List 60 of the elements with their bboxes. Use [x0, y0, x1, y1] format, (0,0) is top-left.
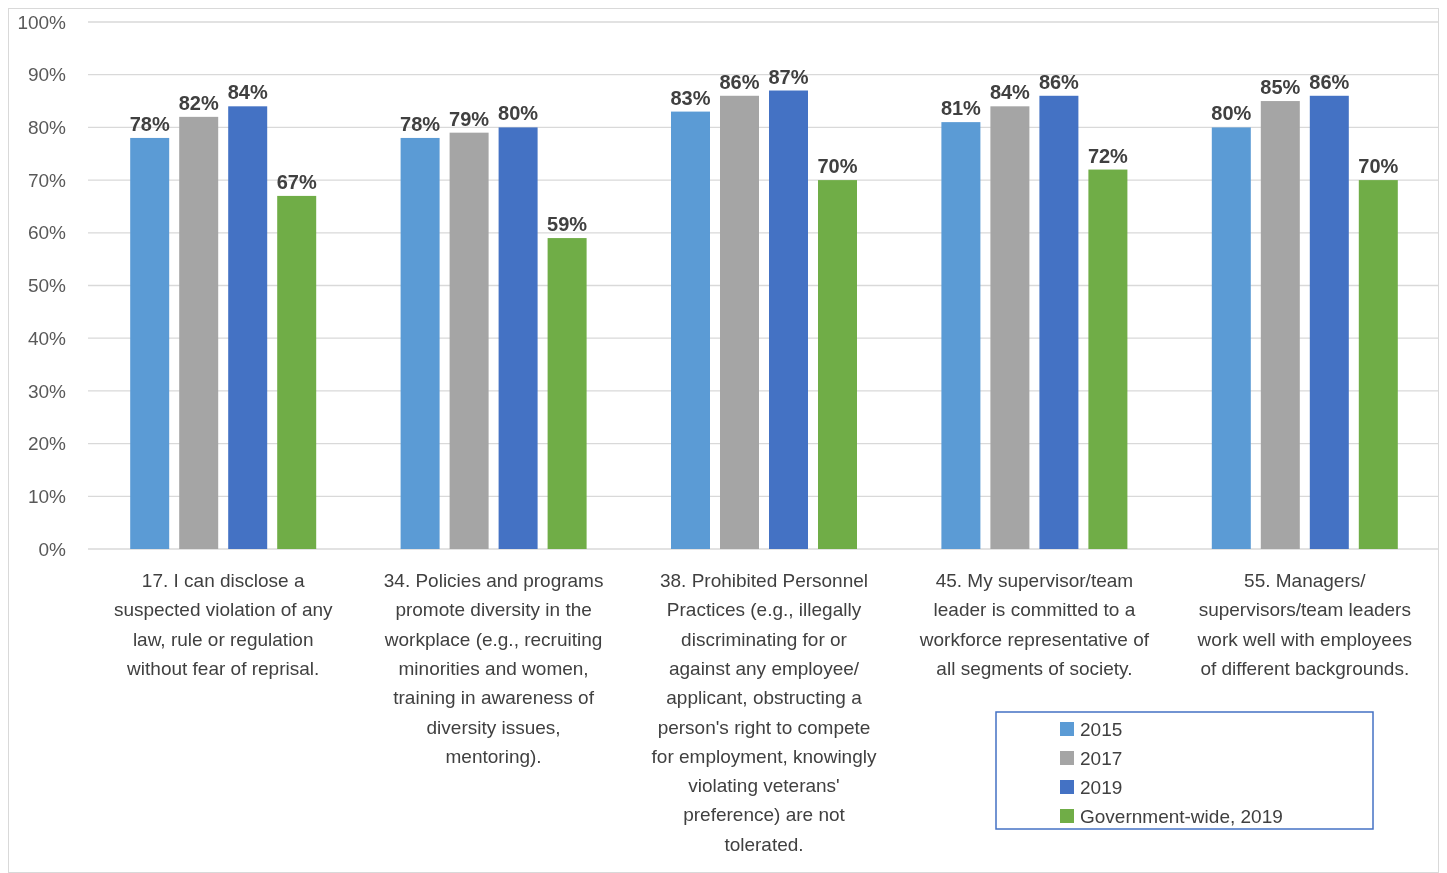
y-tick-label: 20%: [27, 433, 67, 455]
y-tick-label: 90%: [27, 64, 67, 86]
data-label: 80%: [498, 102, 539, 125]
data-label: 72%: [1087, 144, 1129, 167]
data-label: 86%: [719, 70, 760, 93]
bar: [130, 137, 170, 549]
bar: [671, 111, 710, 549]
bar: [277, 195, 317, 549]
y-tick-label: 60%: [27, 222, 67, 244]
x-tick-label: 34. Policies and programs promote diversity in the workplace (e.g., recruiting minorities and women, training in awareness of diversity issues, mentoring).: [383, 570, 604, 767]
data-label: 86%: [1309, 70, 1350, 93]
bar: [1260, 101, 1300, 549]
y-tick-label: 50%: [27, 275, 67, 297]
data-label: 79%: [449, 107, 490, 130]
data-label: 86%: [1038, 70, 1080, 93]
bar: [941, 122, 981, 549]
data-label: 81%: [940, 97, 982, 120]
bar: [498, 127, 538, 549]
bar: [720, 95, 759, 549]
data-label: 80%: [1211, 102, 1252, 125]
x-tick-label: 55. Managers/ supervisors/team leaders work well with employees of different backgrounds.: [1196, 570, 1412, 679]
data-label: 84%: [989, 81, 1031, 104]
bar: [769, 90, 808, 549]
bar: [1211, 127, 1251, 549]
y-tick-label: 10%: [27, 485, 67, 507]
y-tick-label: 80%: [27, 117, 67, 139]
bar: [228, 106, 268, 549]
bar: [400, 137, 440, 549]
bar: [818, 180, 857, 549]
data-label: 78%: [129, 112, 170, 135]
y-tick-label: 100%: [17, 11, 67, 33]
bar: [179, 116, 219, 549]
y-tick-label: 30%: [27, 380, 67, 402]
data-label: 59%: [547, 213, 588, 236]
x-tick-label: 45. My supervisor/team leader is committed to a workforce representative of all segments of society.: [918, 570, 1150, 679]
legend-label: 2017: [1080, 747, 1123, 769]
bar: [547, 238, 587, 549]
data-label: 70%: [817, 155, 858, 178]
bar: [1088, 169, 1128, 549]
data-label: 70%: [1358, 155, 1399, 178]
data-label: 83%: [670, 86, 711, 109]
bar: [990, 106, 1030, 549]
y-tick-label: 70%: [27, 169, 67, 191]
data-label: 78%: [400, 112, 441, 135]
bar: [1309, 95, 1349, 549]
data-label: 84%: [227, 81, 268, 104]
category-label: 38. Prohibited Personnel Practices (e.g., illegally discriminating for or against any employee/ applicant, obstructing a person's right to compete for employment, knowingly violating veterans' preference) are not tolerated.: [651, 570, 877, 855]
x-tick-label: 17. I can disclose a suspected violation of any law, rule or regulation without fear of reprisal.: [113, 570, 334, 679]
y-tick-label: 40%: [27, 327, 67, 349]
bar: [1358, 180, 1398, 549]
data-label: 85%: [1260, 76, 1301, 99]
bar: [1039, 95, 1079, 549]
legend-label: 2015: [1080, 718, 1123, 740]
legend-label: Government-wide, 2019: [1080, 805, 1283, 827]
legend-label: 2019: [1080, 776, 1123, 798]
data-label: 67%: [276, 170, 317, 193]
y-tick-label: 0%: [38, 538, 67, 560]
bar: [449, 132, 489, 549]
data-label: 82%: [178, 91, 219, 114]
data-label: 87%: [768, 65, 809, 88]
